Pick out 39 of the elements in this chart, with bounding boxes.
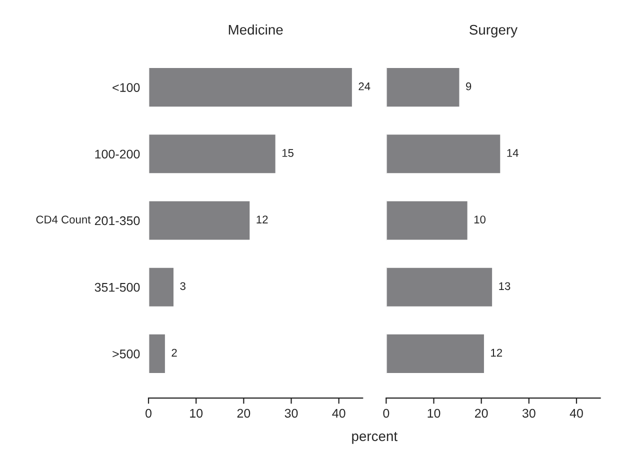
annotation: 10: [474, 216, 486, 224]
x-tick-label: 10: [428, 408, 440, 418]
annotation: 9: [466, 82, 472, 90]
bar: [386, 200, 469, 242]
y-tick-label: 201-350: [94, 216, 140, 226]
bar: [386, 66, 461, 108]
bar: [148, 66, 354, 108]
x-tick-label: 30: [284, 408, 298, 418]
bar: [386, 333, 486, 374]
y-tick-label: 351-500: [94, 282, 140, 292]
x-tick-label: 20: [237, 408, 250, 418]
annotation: 13: [499, 282, 510, 290]
annotation: 24: [358, 82, 370, 90]
bar: [148, 200, 252, 242]
annotation: 15: [282, 149, 294, 157]
x-axis-title: percent: [352, 432, 398, 444]
y-tick-label: >500: [112, 350, 140, 358]
x-tick-label: 20: [475, 408, 488, 418]
bar: [386, 266, 494, 308]
x-tick-label: 0: [146, 408, 152, 418]
y-tick-label: 100-200: [95, 150, 140, 159]
x-tick-label: 0: [383, 408, 390, 418]
bar: [148, 333, 166, 374]
x-tick-label: 10: [190, 408, 203, 418]
chart-title: Surgery: [470, 24, 518, 38]
y-axis-title: CD4 Count: [36, 216, 91, 224]
annotation: 12: [256, 216, 268, 224]
bar: [386, 133, 502, 175]
x-tick-label: 30: [522, 408, 536, 418]
y-tick-label: <100: [112, 83, 140, 92]
x-tick-label: 40: [332, 408, 346, 418]
annotation: 12: [491, 348, 502, 357]
annotation: 2: [172, 348, 177, 357]
annotation: 14: [507, 149, 518, 157]
bar: [148, 266, 175, 308]
annotation: 3: [180, 282, 186, 290]
bar: [148, 133, 277, 175]
x-tick-label: 40: [570, 408, 583, 418]
chart-title: Medicine: [228, 24, 283, 35]
